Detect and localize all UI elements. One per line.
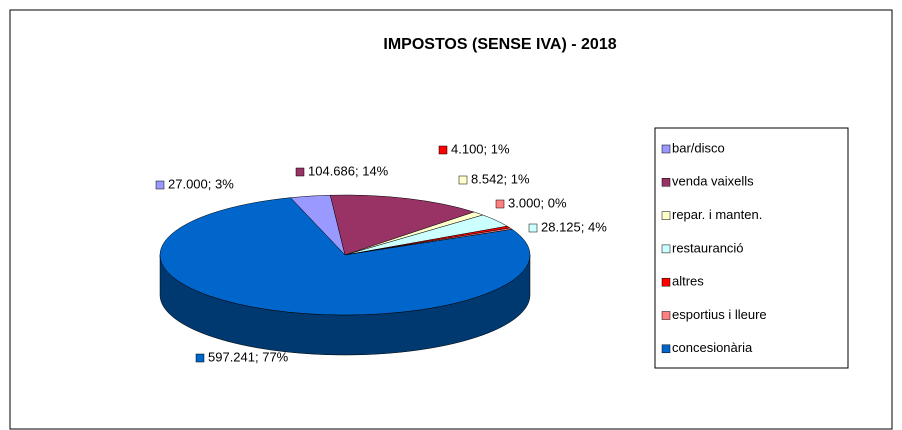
legend-swatch — [661, 211, 671, 220]
data-label: 3.000; 0% — [508, 195, 567, 210]
slice — [159, 197, 531, 316]
data-label: 597.241; 77% — [208, 349, 289, 364]
legend-label: bar/disco — [672, 140, 725, 155]
legend-swatch — [661, 344, 671, 354]
data-label: 8.542; 1% — [471, 171, 530, 186]
legend-box — [654, 127, 849, 369]
slice — [329, 194, 475, 256]
chart-title: IMPOSTOS (SENSE IVA) - 2018 — [383, 36, 616, 53]
label-swatch — [438, 145, 448, 155]
legend-swatch — [661, 178, 671, 187]
label-swatch — [458, 175, 468, 185]
legend-swatch — [661, 311, 671, 320]
label-swatch — [195, 353, 205, 363]
data-label: 28.125; 4% — [541, 219, 607, 234]
label-swatch — [155, 180, 165, 190]
legend-label: venda vaixells — [672, 174, 754, 189]
label-swatch — [295, 167, 305, 177]
legend-swatch — [661, 144, 671, 154]
data-label: 27.000; 3% — [168, 176, 234, 191]
legend-label: esportius i lleure — [672, 307, 767, 322]
legend-label: restauranció — [672, 240, 744, 255]
legend-swatch — [661, 244, 671, 254]
legend-label: concesionària — [672, 340, 753, 355]
label-swatch — [528, 223, 538, 233]
label-swatch — [495, 199, 505, 209]
legend-label: altres — [672, 274, 704, 289]
data-label: 4.100; 1% — [451, 141, 510, 156]
data-label: 104.686; 14% — [308, 163, 389, 178]
legend-swatch — [661, 277, 671, 287]
legend-label: repar. i manten. — [672, 207, 762, 222]
